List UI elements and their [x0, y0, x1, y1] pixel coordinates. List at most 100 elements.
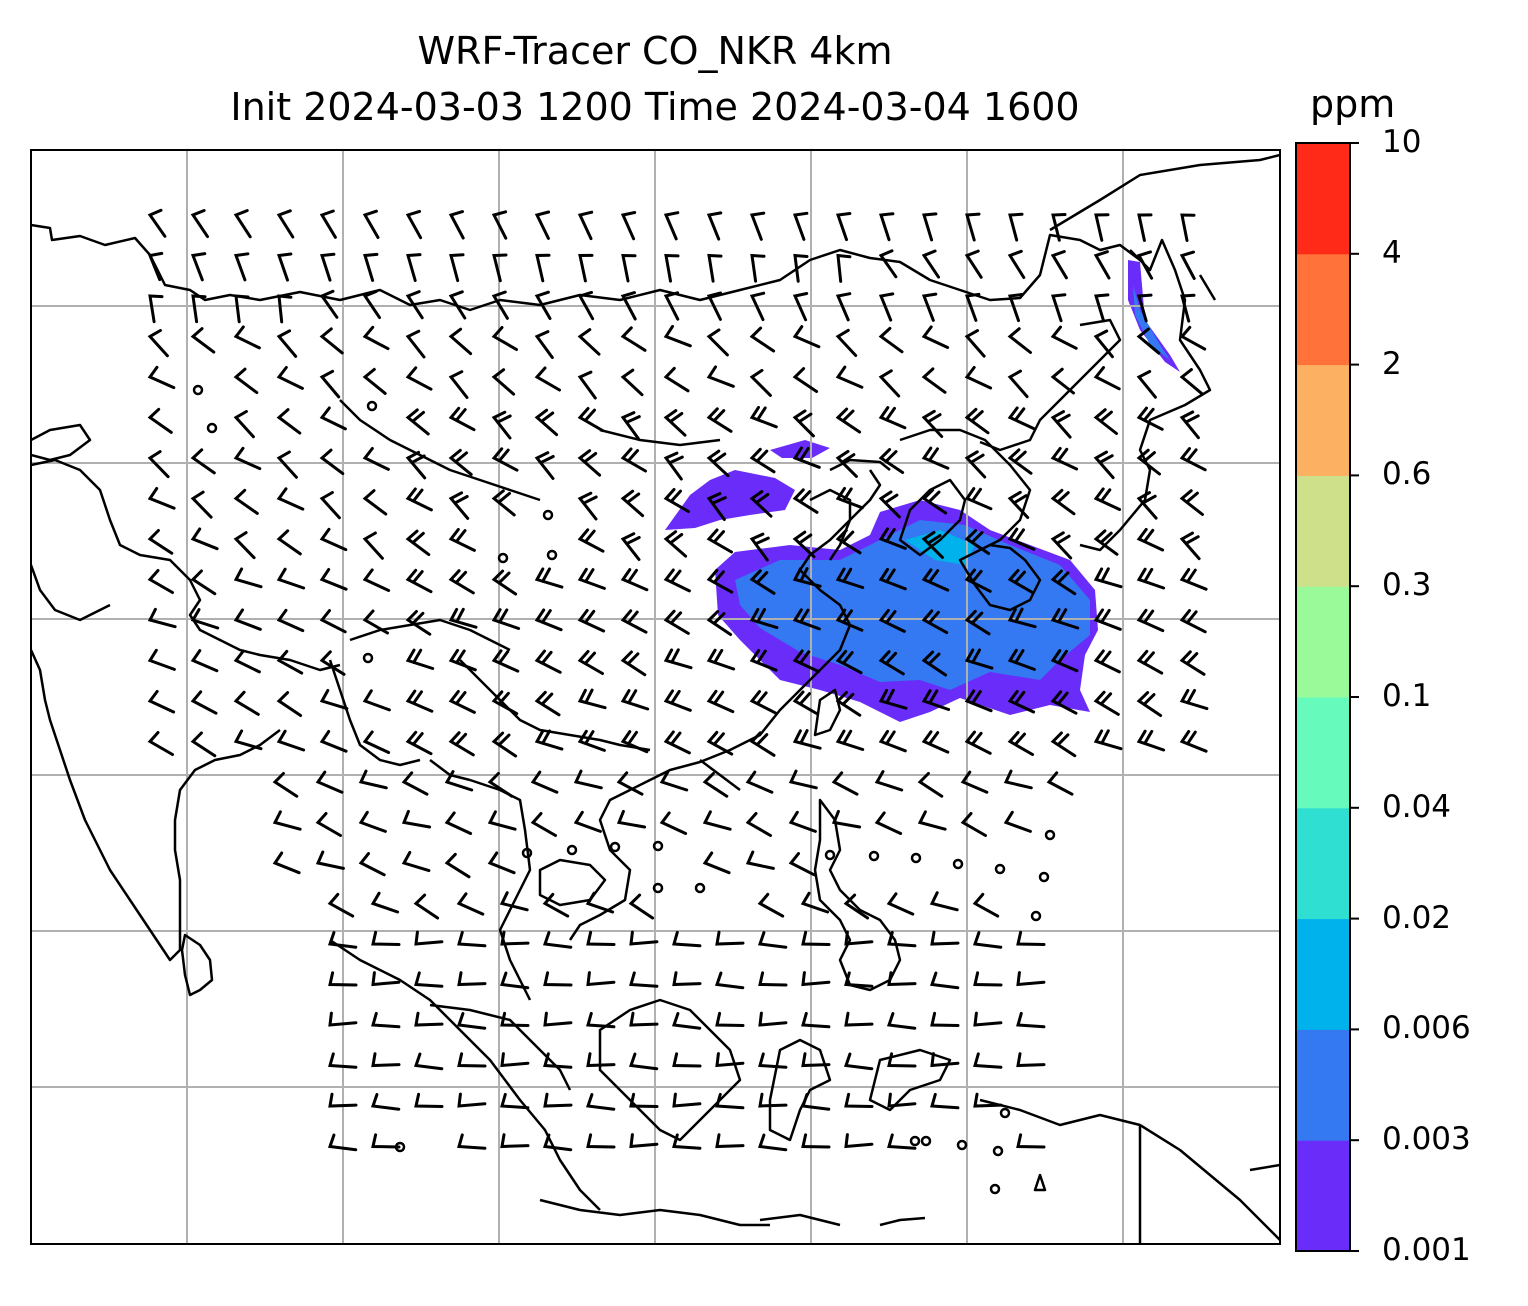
wind-barb-165	[921, 446, 950, 470]
wind-barb-391	[413, 893, 440, 920]
wind-barb-15	[792, 211, 809, 241]
wind-barb-126	[276, 408, 302, 435]
wind-barb-466	[843, 1052, 874, 1071]
wind-barb-32	[449, 253, 465, 283]
wind-barb-435	[973, 971, 1003, 987]
wind-barb-463	[715, 1052, 745, 1068]
wind-barb-138	[835, 407, 862, 434]
colorbar-tick-label: 0.001	[1382, 1232, 1471, 1268]
wind-barb-188	[878, 490, 901, 519]
wind-barb-248	[319, 609, 347, 634]
wind-barb-258	[749, 608, 779, 630]
wind-barb-99	[1179, 325, 1207, 351]
wind-barb-317	[1179, 689, 1209, 711]
wind-barb-105	[405, 366, 433, 391]
wind-barb-444	[629, 1011, 659, 1027]
wind-barb-390	[370, 891, 400, 914]
wind-barb-133	[620, 411, 641, 440]
calm-circle-10	[652, 840, 664, 852]
wind-barb-63	[706, 291, 723, 321]
calm-circle-24	[909, 1135, 921, 1147]
wind-barb-299	[405, 689, 434, 713]
wind-barb-130	[491, 410, 512, 440]
wind-barb-108	[534, 366, 561, 392]
wind-barb-470	[1016, 1052, 1046, 1068]
wind-barb-414	[801, 930, 831, 946]
wind-barb-399	[843, 893, 870, 920]
wind-barb-240	[1050, 569, 1077, 596]
wind-barb-411	[672, 930, 702, 948]
wind-barb-306	[706, 689, 735, 714]
wind-barb-67	[878, 292, 895, 322]
calm-circle-0	[192, 384, 204, 396]
wind-barb-54	[319, 289, 339, 319]
wind-barb-148	[190, 448, 216, 475]
wind-barb-150	[276, 450, 298, 479]
wind-barb-314	[1050, 690, 1078, 715]
colorbar-tick-label: 10	[1382, 124, 1422, 160]
wind-barb-88	[706, 328, 729, 357]
wind-barb-389	[327, 892, 355, 918]
wind-barb-56	[405, 290, 424, 320]
wind-barb-464	[758, 1052, 788, 1069]
wind-barb-324	[405, 730, 433, 756]
wind-barb-58	[491, 290, 509, 320]
wind-barb-97	[1093, 329, 1114, 359]
wind-barb-65	[792, 292, 809, 322]
wind-barb-254	[577, 608, 606, 633]
wind-barb-120	[1050, 367, 1075, 395]
wind-barb-13	[706, 211, 723, 241]
calm-circle-26	[956, 1139, 968, 1151]
wind-barb-154	[448, 448, 473, 476]
wind-barb-179	[448, 491, 470, 520]
colorbar-tick-label: 0.02	[1382, 899, 1452, 936]
wind-barb-137	[792, 409, 815, 438]
wind-barb-217	[1136, 527, 1165, 552]
wind-barb-320	[233, 729, 263, 751]
wind-barb-276	[491, 649, 520, 673]
calm-circle-21	[394, 1141, 406, 1153]
wind-barb-215	[1050, 531, 1073, 560]
wind-barb-174	[233, 488, 259, 515]
wind-barb-489	[457, 1133, 487, 1150]
wind-barb-149	[233, 446, 262, 471]
wind-barb-474	[457, 1092, 487, 1108]
wind-barb-141	[964, 407, 990, 435]
calm-circle-23	[999, 1107, 1011, 1119]
wind-barb-46	[1050, 250, 1068, 280]
wind-barb-68	[921, 292, 938, 322]
wind-barb-251	[448, 607, 478, 629]
wind-barb-237	[921, 568, 950, 592]
wind-barb-129	[448, 406, 476, 432]
wind-barb-5	[362, 209, 380, 239]
calm-circle-1	[206, 422, 218, 434]
wind-barb-260	[835, 608, 864, 632]
wind-barb-66	[835, 292, 852, 322]
wind-barb-287	[964, 648, 994, 670]
wind-barb-231	[663, 568, 691, 593]
map-gridlines	[31, 150, 1280, 1244]
wind-barb-186	[792, 488, 819, 514]
wind-barb-208	[749, 532, 770, 562]
wind-barb-128	[405, 408, 430, 436]
wind-barb-73	[1137, 293, 1153, 323]
wind-barb-371	[659, 811, 688, 835]
wind-barb-171	[1179, 447, 1207, 472]
calm-circle-22	[989, 1183, 1001, 1195]
wind-barb-281	[706, 648, 736, 671]
calm-circle-12	[694, 882, 706, 894]
wind-barb-387	[745, 850, 775, 870]
wind-barb-291	[1136, 649, 1164, 675]
wind-barb-350	[573, 769, 603, 790]
wind-barb-50	[148, 294, 164, 324]
wind-barb-331	[706, 730, 734, 756]
wind-barb-333	[792, 729, 822, 750]
wind-barb-482	[800, 1093, 831, 1111]
wind-barb-421	[371, 971, 401, 987]
wind-barb-330	[663, 730, 691, 755]
wind-barb-410	[629, 930, 659, 946]
wind-barb-363	[315, 812, 342, 837]
wind-barb-12	[663, 211, 680, 241]
wind-barb-170	[1136, 448, 1161, 476]
